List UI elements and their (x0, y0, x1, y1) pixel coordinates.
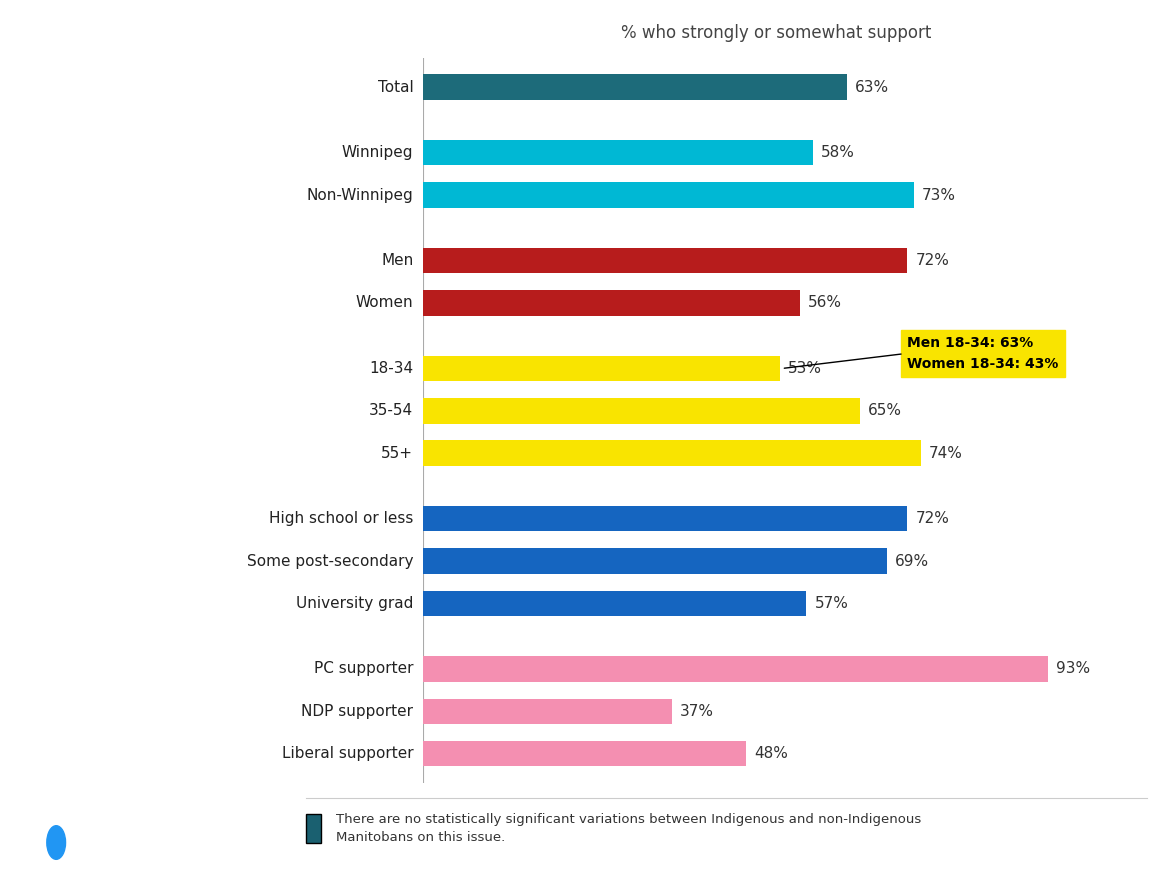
Bar (423, 182, 914, 208)
Text: University grad: University grad (296, 596, 413, 611)
Text: Do you support or oppose the
Manitoba government introducing
a similar bill here: Do you support or oppose the Manitoba go… (20, 611, 215, 646)
Text: 69%: 69% (895, 554, 929, 568)
Bar (423, 441, 921, 466)
Text: 53%: 53% (788, 361, 822, 376)
Text: High school or less: High school or less (269, 512, 413, 527)
Text: Some post-secondary: Some post-secondary (247, 554, 413, 568)
Bar (423, 657, 1048, 681)
Text: 65%: 65% (868, 404, 902, 419)
Text: Men 18-34: 63%
Women 18-34: 43%: Men 18-34: 63% Women 18-34: 43% (907, 336, 1058, 371)
Bar (423, 698, 671, 724)
Text: There are no statistically significant variations between Indigenous and non-Ind: There are no statistically significant v… (336, 812, 922, 844)
Text: Winnipeg: Winnipeg (342, 145, 413, 160)
Text: 57%: 57% (815, 596, 848, 611)
Text: 63%: 63% (855, 80, 889, 95)
Text: Liberal supporter: Liberal supporter (282, 746, 413, 761)
Text: Women: Women (355, 296, 413, 311)
Text: NDP supporter: NDP supporter (301, 704, 413, 719)
Text: 72%: 72% (915, 253, 949, 268)
Ellipse shape (47, 826, 66, 859)
Text: 72%: 72% (915, 512, 949, 527)
Text: WFP4. “The Alberta legislature has
introduced a bill that would
increase the pen: WFP4. “The Alberta legislature has intro… (20, 385, 225, 535)
Bar (423, 248, 907, 273)
Text: VIEWS AMONG SUB-
GROUPS: VIEWS AMONG SUB- GROUPS (20, 323, 193, 356)
Text: MORE THAN
NINE-IN-TEN PC
SUPPORTERS
BACK AN ANTI-
BLOCKADE BILL: MORE THAN NINE-IN-TEN PC SUPPORTERS BACK… (20, 22, 196, 127)
Text: 56%: 56% (808, 296, 842, 311)
Bar (423, 398, 860, 424)
Text: 73%: 73% (922, 188, 956, 203)
Text: PC supporter: PC supporter (314, 661, 413, 676)
Text: 58%: 58% (821, 145, 855, 160)
Text: 35-54: 35-54 (369, 404, 413, 419)
Bar (423, 356, 780, 381)
Title: % who strongly or somewhat support: % who strongly or somewhat support (621, 24, 931, 42)
Text: 48%: 48% (754, 746, 788, 761)
Bar (423, 140, 813, 165)
Text: PR: PR (20, 835, 44, 850)
Text: 18-34: 18-34 (369, 361, 413, 376)
Text: 74%: 74% (929, 446, 963, 461)
Bar (423, 741, 746, 766)
Bar (423, 590, 807, 616)
Text: Base: All respondents (N=1,000): Base: All respondents (N=1,000) (20, 766, 207, 775)
Text: BE RESEARCH INC.: BE RESEARCH INC. (71, 835, 229, 850)
Text: 37%: 37% (680, 704, 714, 719)
FancyBboxPatch shape (306, 814, 321, 843)
Bar (423, 549, 887, 573)
Text: Men: Men (381, 253, 413, 268)
Bar (423, 506, 907, 532)
Bar (423, 290, 800, 316)
Text: Total: Total (377, 80, 413, 95)
Text: Non-Winnipeg: Non-Winnipeg (307, 188, 413, 203)
Text: 93%: 93% (1056, 661, 1090, 676)
Bar (423, 74, 847, 100)
Text: 55+: 55+ (381, 446, 413, 461)
